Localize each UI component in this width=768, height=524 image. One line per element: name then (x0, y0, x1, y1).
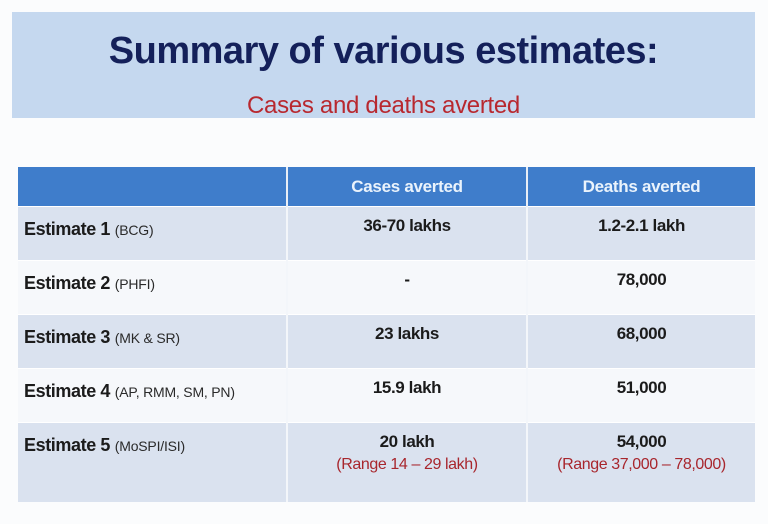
estimate-label-cell: Estimate 4 (AP, RMM, SM, PN) (18, 368, 288, 423)
title-banner: Summary of various estimates: Cases and … (12, 12, 755, 119)
estimate-source: (MK & SR) (114, 330, 180, 346)
deaths-averted-cell: 78,000 (527, 260, 755, 315)
deaths-averted-cell: 68,000 (527, 314, 755, 369)
cases-averted-cell: 15.9 lakh (287, 368, 528, 423)
table-row: Estimate 2 (PHFI) - 78,000 (18, 260, 755, 315)
estimate-label-cell: Estimate 5 (MoSPI/ISI) (18, 422, 288, 502)
cases-averted-value: 36-70 lakhs (363, 216, 451, 235)
estimate-label-cell: Estimate 3 (MK & SR) (18, 314, 288, 369)
deaths-averted-value: 51,000 (616, 378, 667, 397)
estimate-label-cell: Estimate 1 (BCG) (18, 206, 288, 261)
table-header-row: Cases averted Deaths averted (18, 167, 755, 207)
deaths-averted-value: 54,000 (616, 432, 667, 451)
column-header-estimate (18, 167, 288, 207)
deaths-averted-value: 1.2-2.1 lakh (598, 216, 685, 235)
cases-averted-range: (Range 14 – 29 lakh) (336, 456, 478, 473)
page-subtitle: Cases and deaths averted (247, 92, 520, 119)
cases-averted-cell: 20 lakh (Range 14 – 29 lakh) (287, 422, 528, 502)
estimate-source: (MoSPI/ISI) (114, 438, 185, 454)
column-header-deaths-averted: Deaths averted (527, 167, 755, 207)
estimate-name: Estimate 3 (24, 327, 111, 347)
table-row: Estimate 4 (AP, RMM, SM, PN) 15.9 lakh 5… (18, 368, 755, 423)
deaths-averted-range: (Range 37,000 – 78,000) (557, 456, 726, 473)
estimate-name: Estimate 4 (24, 381, 111, 401)
estimate-label-cell: Estimate 2 (PHFI) (18, 260, 288, 315)
deaths-averted-cell: 51,000 (527, 368, 755, 423)
estimate-name: Estimate 5 (24, 435, 111, 455)
estimate-name: Estimate 1 (24, 219, 111, 239)
deaths-averted-value: 78,000 (616, 270, 667, 289)
cases-averted-cell: - (287, 260, 528, 315)
deaths-averted-cell: 54,000 (Range 37,000 – 78,000) (527, 422, 755, 502)
table-row: Estimate 3 (MK & SR) 23 lakhs 68,000 (18, 314, 755, 369)
cases-averted-value: 23 lakhs (375, 324, 439, 343)
cases-averted-value: - (404, 270, 410, 289)
cases-averted-cell: 36-70 lakhs (287, 206, 528, 261)
estimate-source: (AP, RMM, SM, PN) (114, 384, 235, 400)
table-row: Estimate 1 (BCG) 36-70 lakhs 1.2-2.1 lak… (18, 206, 755, 261)
cases-averted-cell: 23 lakhs (287, 314, 528, 369)
estimate-source: (PHFI) (114, 276, 155, 292)
estimates-table: Cases averted Deaths averted Estimate 1 … (18, 167, 755, 502)
cases-averted-value: 15.9 lakh (372, 378, 442, 397)
page-title: Summary of various estimates: (108, 30, 659, 72)
table-row: Estimate 5 (MoSPI/ISI) 20 lakh (Range 14 … (18, 422, 755, 502)
estimate-source: (BCG) (114, 222, 154, 238)
cases-averted-value: 20 lakh (379, 432, 435, 451)
deaths-averted-value: 68,000 (616, 324, 667, 343)
column-header-cases-averted: Cases averted (287, 167, 528, 207)
deaths-averted-cell: 1.2-2.1 lakh (527, 206, 755, 261)
estimate-name: Estimate 2 (24, 273, 111, 293)
